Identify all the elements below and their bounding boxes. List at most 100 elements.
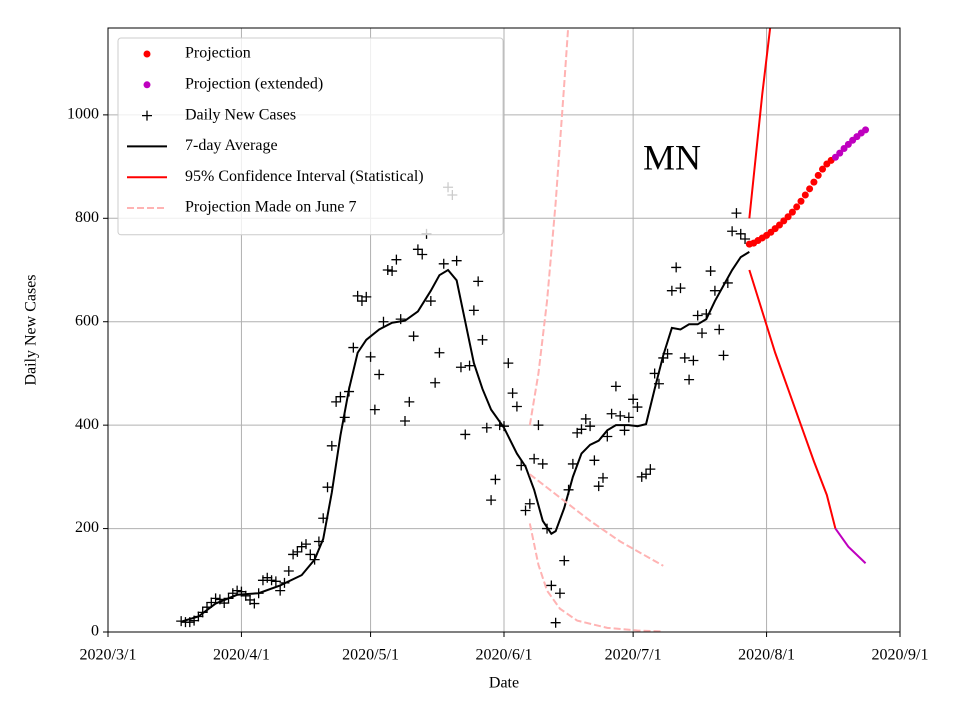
point bbox=[378, 316, 389, 327]
point bbox=[675, 283, 686, 294]
point bbox=[288, 549, 299, 560]
annotation: MN bbox=[643, 137, 701, 177]
point bbox=[210, 593, 221, 604]
point bbox=[348, 342, 359, 353]
point bbox=[412, 244, 423, 255]
point bbox=[788, 208, 796, 216]
point bbox=[369, 404, 380, 415]
point bbox=[236, 586, 247, 597]
legend: Projection Projection (extended) Daily New… bbox=[117, 37, 504, 236]
point bbox=[184, 617, 195, 628]
legend-label: 7-day Average bbox=[185, 137, 278, 154]
point bbox=[516, 460, 527, 471]
point bbox=[692, 310, 703, 321]
point bbox=[387, 266, 398, 277]
point bbox=[197, 607, 208, 618]
point bbox=[339, 412, 350, 423]
point bbox=[632, 402, 643, 413]
legend-box bbox=[117, 37, 504, 236]
point bbox=[227, 588, 238, 599]
point bbox=[473, 276, 484, 287]
point bbox=[477, 334, 488, 345]
point bbox=[486, 495, 497, 506]
point bbox=[784, 213, 792, 221]
point bbox=[219, 598, 230, 609]
point bbox=[727, 226, 738, 237]
point bbox=[610, 381, 621, 392]
point bbox=[806, 185, 814, 193]
point bbox=[249, 598, 260, 609]
point bbox=[862, 126, 870, 134]
point bbox=[455, 362, 466, 373]
y-tick-label: 600 bbox=[75, 312, 99, 329]
legend-marker bbox=[143, 50, 151, 58]
y-tick-label: 200 bbox=[75, 519, 99, 536]
point bbox=[722, 277, 733, 288]
line bbox=[529, 473, 664, 567]
line bbox=[834, 527, 867, 564]
point bbox=[451, 255, 462, 266]
point bbox=[836, 149, 844, 157]
legend-marker bbox=[142, 110, 152, 121]
y-tick-label: 400 bbox=[75, 416, 99, 433]
point bbox=[793, 203, 801, 211]
point bbox=[499, 421, 509, 432]
line bbox=[748, 28, 772, 219]
point bbox=[417, 249, 428, 260]
point bbox=[356, 296, 367, 307]
point bbox=[598, 472, 608, 483]
point bbox=[511, 401, 522, 412]
legend-label: 95% Confidence Interval (Statistical) bbox=[185, 168, 424, 185]
point bbox=[408, 331, 419, 342]
point bbox=[819, 165, 827, 173]
axes: 0 200 400 600 800 1000 2020/3/1 2020/4/1 2020/5/… bbox=[67, 106, 928, 664]
point bbox=[684, 374, 695, 385]
point bbox=[701, 308, 712, 319]
point bbox=[176, 616, 187, 627]
point bbox=[714, 324, 725, 335]
point bbox=[503, 358, 514, 369]
point bbox=[554, 588, 565, 599]
point bbox=[602, 431, 613, 442]
legend-label: Projection bbox=[185, 45, 251, 62]
point bbox=[550, 617, 561, 628]
x-tick-label: 2020/7/1 bbox=[605, 647, 662, 664]
point bbox=[636, 471, 647, 482]
x-tick-label: 2020/5/1 bbox=[342, 647, 399, 664]
point bbox=[400, 416, 410, 427]
x-axis-label: Date bbox=[489, 675, 519, 692]
point bbox=[326, 440, 337, 451]
point bbox=[589, 455, 600, 466]
point bbox=[296, 541, 307, 552]
y-axis-label: Daily New Cases bbox=[23, 274, 40, 385]
point bbox=[542, 523, 553, 534]
point bbox=[810, 178, 818, 186]
point bbox=[524, 498, 535, 509]
point bbox=[344, 386, 355, 397]
x-tick-label: 2020/4/1 bbox=[213, 647, 270, 664]
point bbox=[391, 254, 402, 265]
point bbox=[662, 348, 673, 359]
point bbox=[567, 458, 578, 469]
point bbox=[615, 410, 626, 421]
point bbox=[374, 369, 385, 380]
point bbox=[688, 355, 699, 366]
legend-marker bbox=[143, 81, 151, 89]
point bbox=[189, 615, 200, 626]
point bbox=[468, 305, 479, 316]
point bbox=[718, 350, 729, 361]
x-tick-label: 2020/9/1 bbox=[872, 647, 929, 664]
x-tick-label: 2020/6/1 bbox=[476, 647, 533, 664]
point bbox=[318, 513, 329, 524]
point bbox=[305, 549, 316, 560]
point bbox=[331, 396, 342, 407]
point bbox=[705, 266, 716, 277]
point bbox=[352, 290, 363, 301]
point bbox=[292, 546, 303, 557]
y-tick-label: 0 bbox=[91, 623, 99, 640]
point bbox=[322, 482, 333, 493]
point bbox=[313, 536, 324, 547]
point bbox=[546, 580, 557, 591]
